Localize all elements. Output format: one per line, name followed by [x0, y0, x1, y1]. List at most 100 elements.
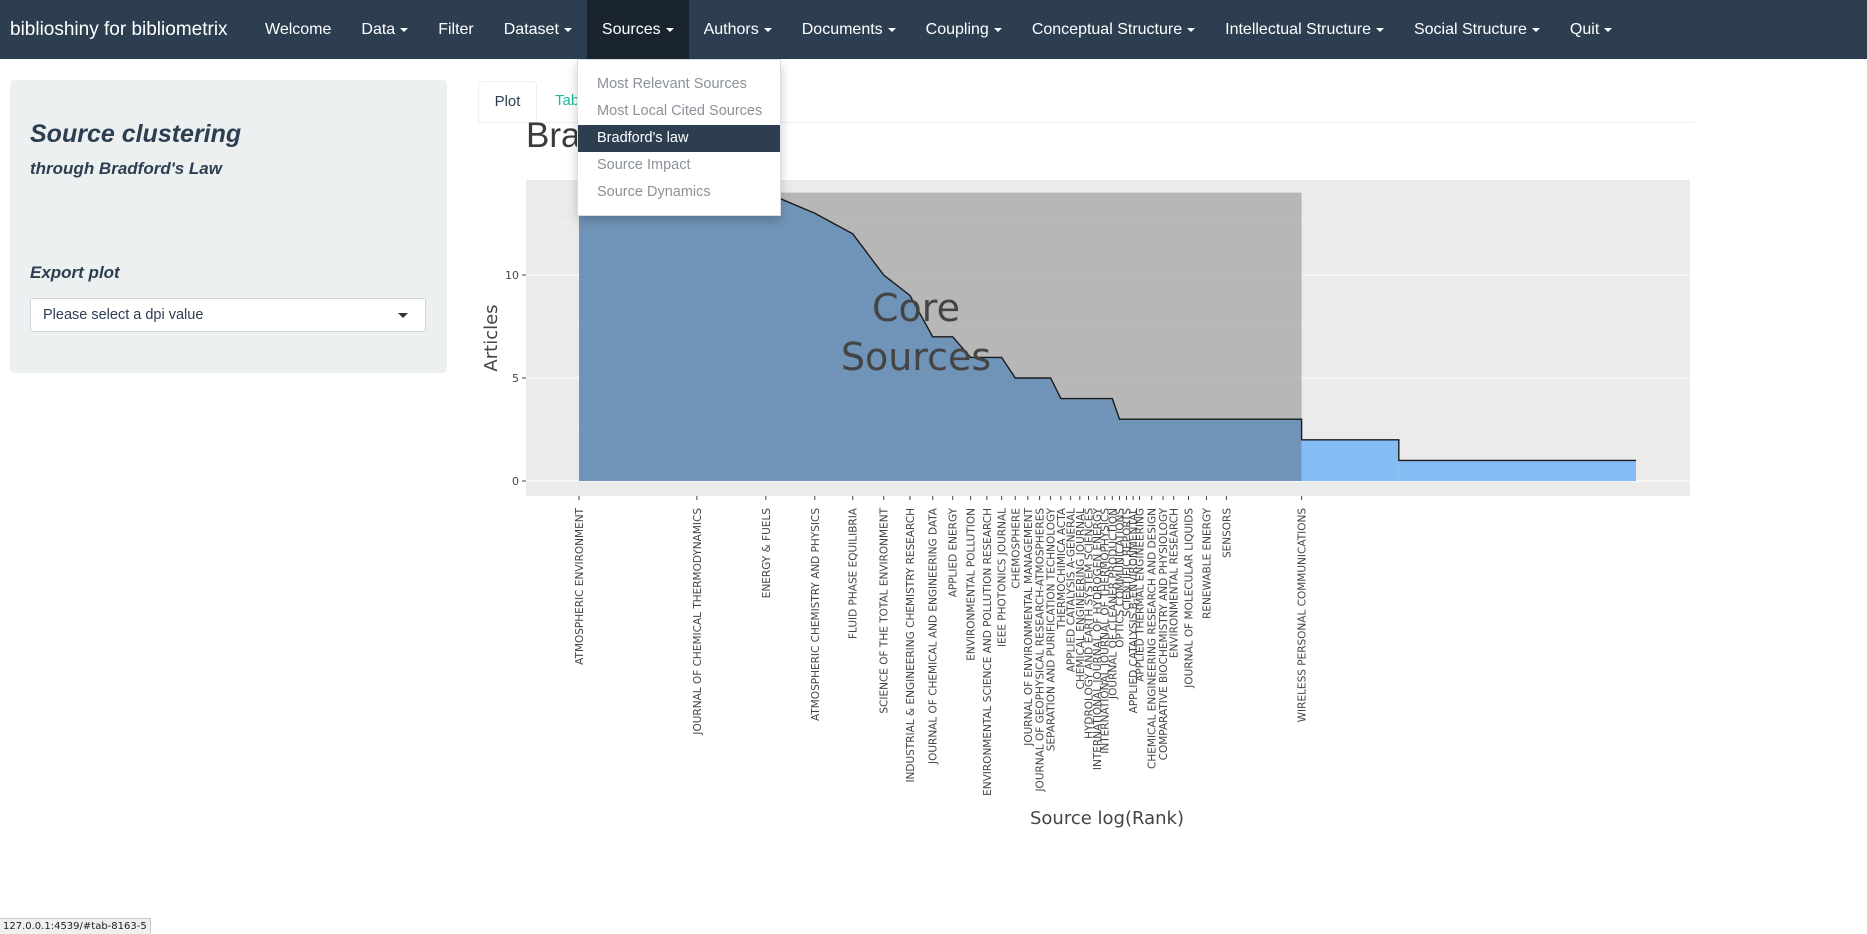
nav-label: Welcome [265, 21, 332, 38]
x-tick-label: FLUID PHASE EQUILIBRIA [848, 507, 860, 639]
caret-down-icon [563, 27, 572, 32]
x-tick-label: CHEMICAL ENGINEERING JOURNAL [1075, 508, 1087, 690]
x-tick-label: JOURNAL OF CLEANER PRODUCTION [1107, 508, 1119, 700]
menu-item-most-relevant-sources[interactable]: Most Relevant Sources [597, 76, 747, 92]
dpi-select[interactable]: Please select a dpi value [30, 298, 426, 332]
noncore-area-segment [1398, 460, 1636, 481]
x-tick-label: JOURNAL OF ENVIRONMENTAL MANAGEMENT [1023, 507, 1035, 746]
nav-intellectual-structure[interactable]: Intellectual Structure [1210, 0, 1399, 59]
y-tick-label: 5 [512, 372, 519, 385]
sources-dropdown-menu: Most Relevant Sources Most Local Cited So… [577, 59, 781, 216]
x-tick-label: INTERNATIONAL JOURNAL OF THERMOPHYSICS [1100, 508, 1112, 754]
x-tick-label: ATMOSPHERIC CHEMISTRY AND PHYSICS [810, 508, 822, 721]
x-tick-label: JOURNAL OF CHEMICAL AND ENGINEERING DATA [928, 507, 940, 765]
nav-label: Intellectual Structure [1225, 21, 1371, 38]
caret-down-icon [993, 27, 1002, 32]
nav-label: Coupling [925, 21, 989, 38]
x-tick-label: HYDROLOGY AND EARTH SYSTEM SCIENCES [1084, 508, 1096, 739]
nav-filter[interactable]: Filter [423, 0, 489, 59]
nav-documents[interactable]: Documents [787, 0, 911, 59]
x-tick-label: JOURNAL OF MOLECULAR LIQUIDS [1184, 508, 1196, 689]
sidebar-subtitle: through Bradford's Law [30, 159, 222, 178]
dpi-select-value: Please select a dpi value [43, 307, 204, 323]
y-tick-label: 0 [512, 475, 519, 488]
menu-item-source-dynamics[interactable]: Source Dynamics [597, 184, 711, 200]
output-tabs: Plot Tab [478, 81, 1694, 123]
x-tick-label: RENEWABLE ENERGY [1201, 507, 1213, 618]
menu-item-most-local-cited-sources[interactable]: Most Local Cited Sources [597, 103, 763, 119]
nav-label: Conceptual Structure [1031, 21, 1183, 38]
nav-label: Data [361, 21, 396, 38]
x-tick-label: CHEMICAL ENGINEERING RESEARCH AND DESIGN [1147, 508, 1159, 769]
nav-data[interactable]: Data [346, 0, 423, 59]
x-tick-label: JOURNAL OF CHEMICAL THERMODYNAMICS [692, 508, 704, 736]
caret-down-icon [1375, 27, 1384, 32]
nav-welcome[interactable]: Welcome [250, 0, 346, 59]
x-axis-label: Source log(Rank) [1030, 808, 1184, 829]
nav-label: Quit [1569, 21, 1600, 38]
x-tick-label: APPLIED ENERGY [948, 507, 960, 597]
x-tick-label: INDUSTRIAL & ENGINEERING CHEMISTRY RESEA… [905, 508, 917, 783]
x-tick-label: ENVIRONMENTAL POLLUTION [966, 508, 978, 661]
tab-table[interactable]: Tab [555, 92, 580, 109]
x-tick-label: SENSORS [1221, 508, 1233, 558]
caret-down-icon [1187, 27, 1196, 32]
caret-down-icon [1531, 27, 1540, 32]
menu-item-source-impact[interactable]: Source Impact [597, 157, 691, 173]
caret-down-icon [887, 27, 896, 32]
nav-label: Dataset [503, 21, 559, 38]
export-plot-label: Export plot [30, 263, 120, 282]
x-tick-label: IEEE PHOTONICS JOURNAL [997, 508, 1009, 647]
x-tick-label: CHEMOSPHERE [1010, 508, 1022, 589]
nav-label: Authors [703, 21, 759, 38]
tab-plot[interactable]: Plot [478, 81, 537, 122]
app-brand[interactable]: biblioshiny for bibliometrix [10, 19, 228, 40]
x-tick-label: SEPARATION AND PURIFICATION TECHNOLOGY [1046, 507, 1058, 751]
x-tick-label: APPLIED CATALYSIS A-GENERAL [1066, 508, 1078, 672]
caret-down-icon [400, 27, 409, 32]
nav-quit[interactable]: Quit [1555, 0, 1627, 59]
x-tick-label: ATMOSPHERIC ENVIRONMENT [574, 507, 586, 664]
nav-label: Social Structure [1413, 21, 1527, 38]
sidebar-panel: Source clustering through Bradford's Law… [10, 80, 447, 373]
nav-conceptual-structure[interactable]: Conceptual Structure [1017, 0, 1210, 59]
x-tick-label: ENERGY & FUELS [761, 508, 773, 599]
y-axis-label: Articles [481, 304, 502, 371]
top-navbar: biblioshiny for bibliometrix Welcome Data… [0, 0, 1867, 59]
chevron-down-icon [398, 313, 408, 318]
x-tick-label: ENVIRONMENTAL RESEARCH [1169, 508, 1181, 658]
core-sources-annotation: Sources [841, 335, 991, 379]
caret-down-icon [1604, 27, 1613, 32]
nav-social-structure[interactable]: Social Structure [1399, 0, 1555, 59]
x-tick-label: WIRELESS PERSONAL COMMUNICATIONS [1297, 508, 1309, 723]
x-tick-label: INTERNATIONAL JOURNAL OF HYDROGEN ENERGY [1092, 507, 1104, 770]
x-tick-label: COMPARATIVE BIOCHEMISTRY AND PHYSIOLOGY [1158, 507, 1170, 760]
y-tick-label: 10 [505, 269, 519, 282]
menu-item-bradford-s-law[interactable]: Bradford's law [578, 125, 780, 152]
x-tick-label: ENVIRONMENTAL SCIENCE AND POLLUTION RESE… [982, 508, 994, 796]
x-tick-label: JOURNAL OF GEOPHYSICAL RESEARCH-ATMOSPHE… [1035, 508, 1047, 793]
x-tick-label: OPTICS COMMUNICATIONS [1115, 508, 1127, 648]
x-tick-label: APPLIED THERMAL ENGINEERING [1135, 508, 1147, 682]
nav-label: Documents [801, 21, 883, 38]
core-sources-annotation: Core [872, 286, 960, 330]
status-bar-url: 127.0.0.1:4539/#tab-8163-5 [0, 918, 151, 934]
caret-down-icon [763, 27, 772, 32]
noncore-area-segment [1301, 439, 1399, 481]
bradford-curve-line [579, 191, 1636, 462]
caret-down-icon [665, 27, 674, 32]
x-tick-label: APPLIED CATALYSIS B-ENVIRONMENTAL [1128, 508, 1140, 713]
x-tick-label: SCIENTIFIC REPORTS [1122, 508, 1134, 617]
nav-authors[interactable]: Authors [689, 0, 787, 59]
nav-label: Filter [438, 21, 474, 38]
x-tick-label: THERMOCHIMICA ACTA [1056, 507, 1068, 630]
nav-label: Sources [601, 21, 661, 38]
plot-title: Bra [526, 116, 581, 155]
nav-dataset[interactable]: Dataset [489, 0, 587, 59]
nav-menu: Welcome Data Filter Dataset Sources Authors Do… [250, 0, 1627, 59]
x-tick-label: SCIENCE OF THE TOTAL ENVIRONMENT [879, 507, 891, 713]
nav-sources[interactable]: Sources [586, 0, 689, 59]
sidebar-title: Source clustering [30, 120, 242, 148]
nav-coupling[interactable]: Coupling [911, 0, 1017, 59]
